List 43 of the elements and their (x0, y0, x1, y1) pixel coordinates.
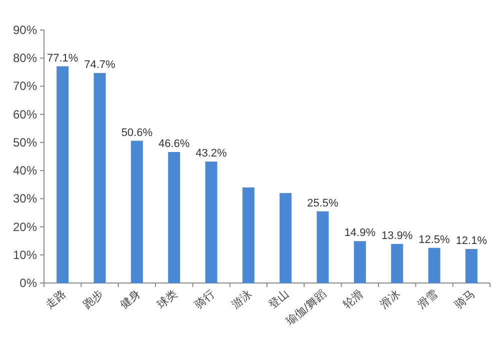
y-tick-label: 70% (12, 79, 38, 94)
y-tick-label: 80% (12, 51, 38, 66)
data-label: 14.9% (344, 227, 376, 240)
bar (428, 248, 440, 283)
bar (280, 193, 292, 283)
x-tick-label: 滑冰 (378, 287, 404, 312)
data-label: 13.9% (381, 230, 413, 242)
bar (391, 244, 404, 283)
data-label: 50.6% (121, 126, 153, 139)
y-tick-label: 0% (20, 276, 38, 290)
y-tick-label: 20% (12, 220, 38, 234)
y-tick-label: 10% (12, 248, 38, 262)
x-tick-label: 骑行 (192, 287, 218, 312)
x-tick-label: 跑步 (80, 287, 106, 312)
bar (94, 73, 106, 283)
data-label: 12.5% (418, 234, 450, 246)
y-tick-label: 90% (12, 23, 38, 37)
data-label: 77.1% (46, 52, 78, 64)
data-label: 46.6% (158, 138, 190, 150)
x-tick-label: 登山 (266, 287, 292, 312)
bar (354, 241, 366, 283)
bar (465, 248, 478, 283)
x-tick-label: 轮滑 (340, 287, 366, 312)
y-tick-label: 40% (12, 164, 38, 178)
x-tick-label: 游泳 (229, 287, 254, 312)
x-tick-label: 滑雪 (414, 287, 440, 312)
data-label: 25.5% (307, 197, 339, 210)
data-label: 12.1% (456, 234, 488, 247)
y-tick-label: 50% (12, 135, 38, 150)
bar (205, 162, 218, 283)
y-tick-label: 60% (12, 107, 38, 122)
x-tick-label: 健身 (118, 287, 143, 312)
bar (316, 211, 329, 283)
x-tick-label: 走路 (43, 287, 69, 312)
bar (168, 152, 180, 283)
data-label: 43.2% (196, 148, 228, 160)
y-tick-label: 30% (12, 192, 38, 206)
x-tick-label: 骑马 (452, 287, 478, 312)
bar (242, 187, 254, 283)
data-label: 74.7% (84, 59, 116, 72)
bar (130, 140, 143, 283)
bar (56, 66, 69, 283)
x-tick-label: 球类 (154, 287, 180, 312)
